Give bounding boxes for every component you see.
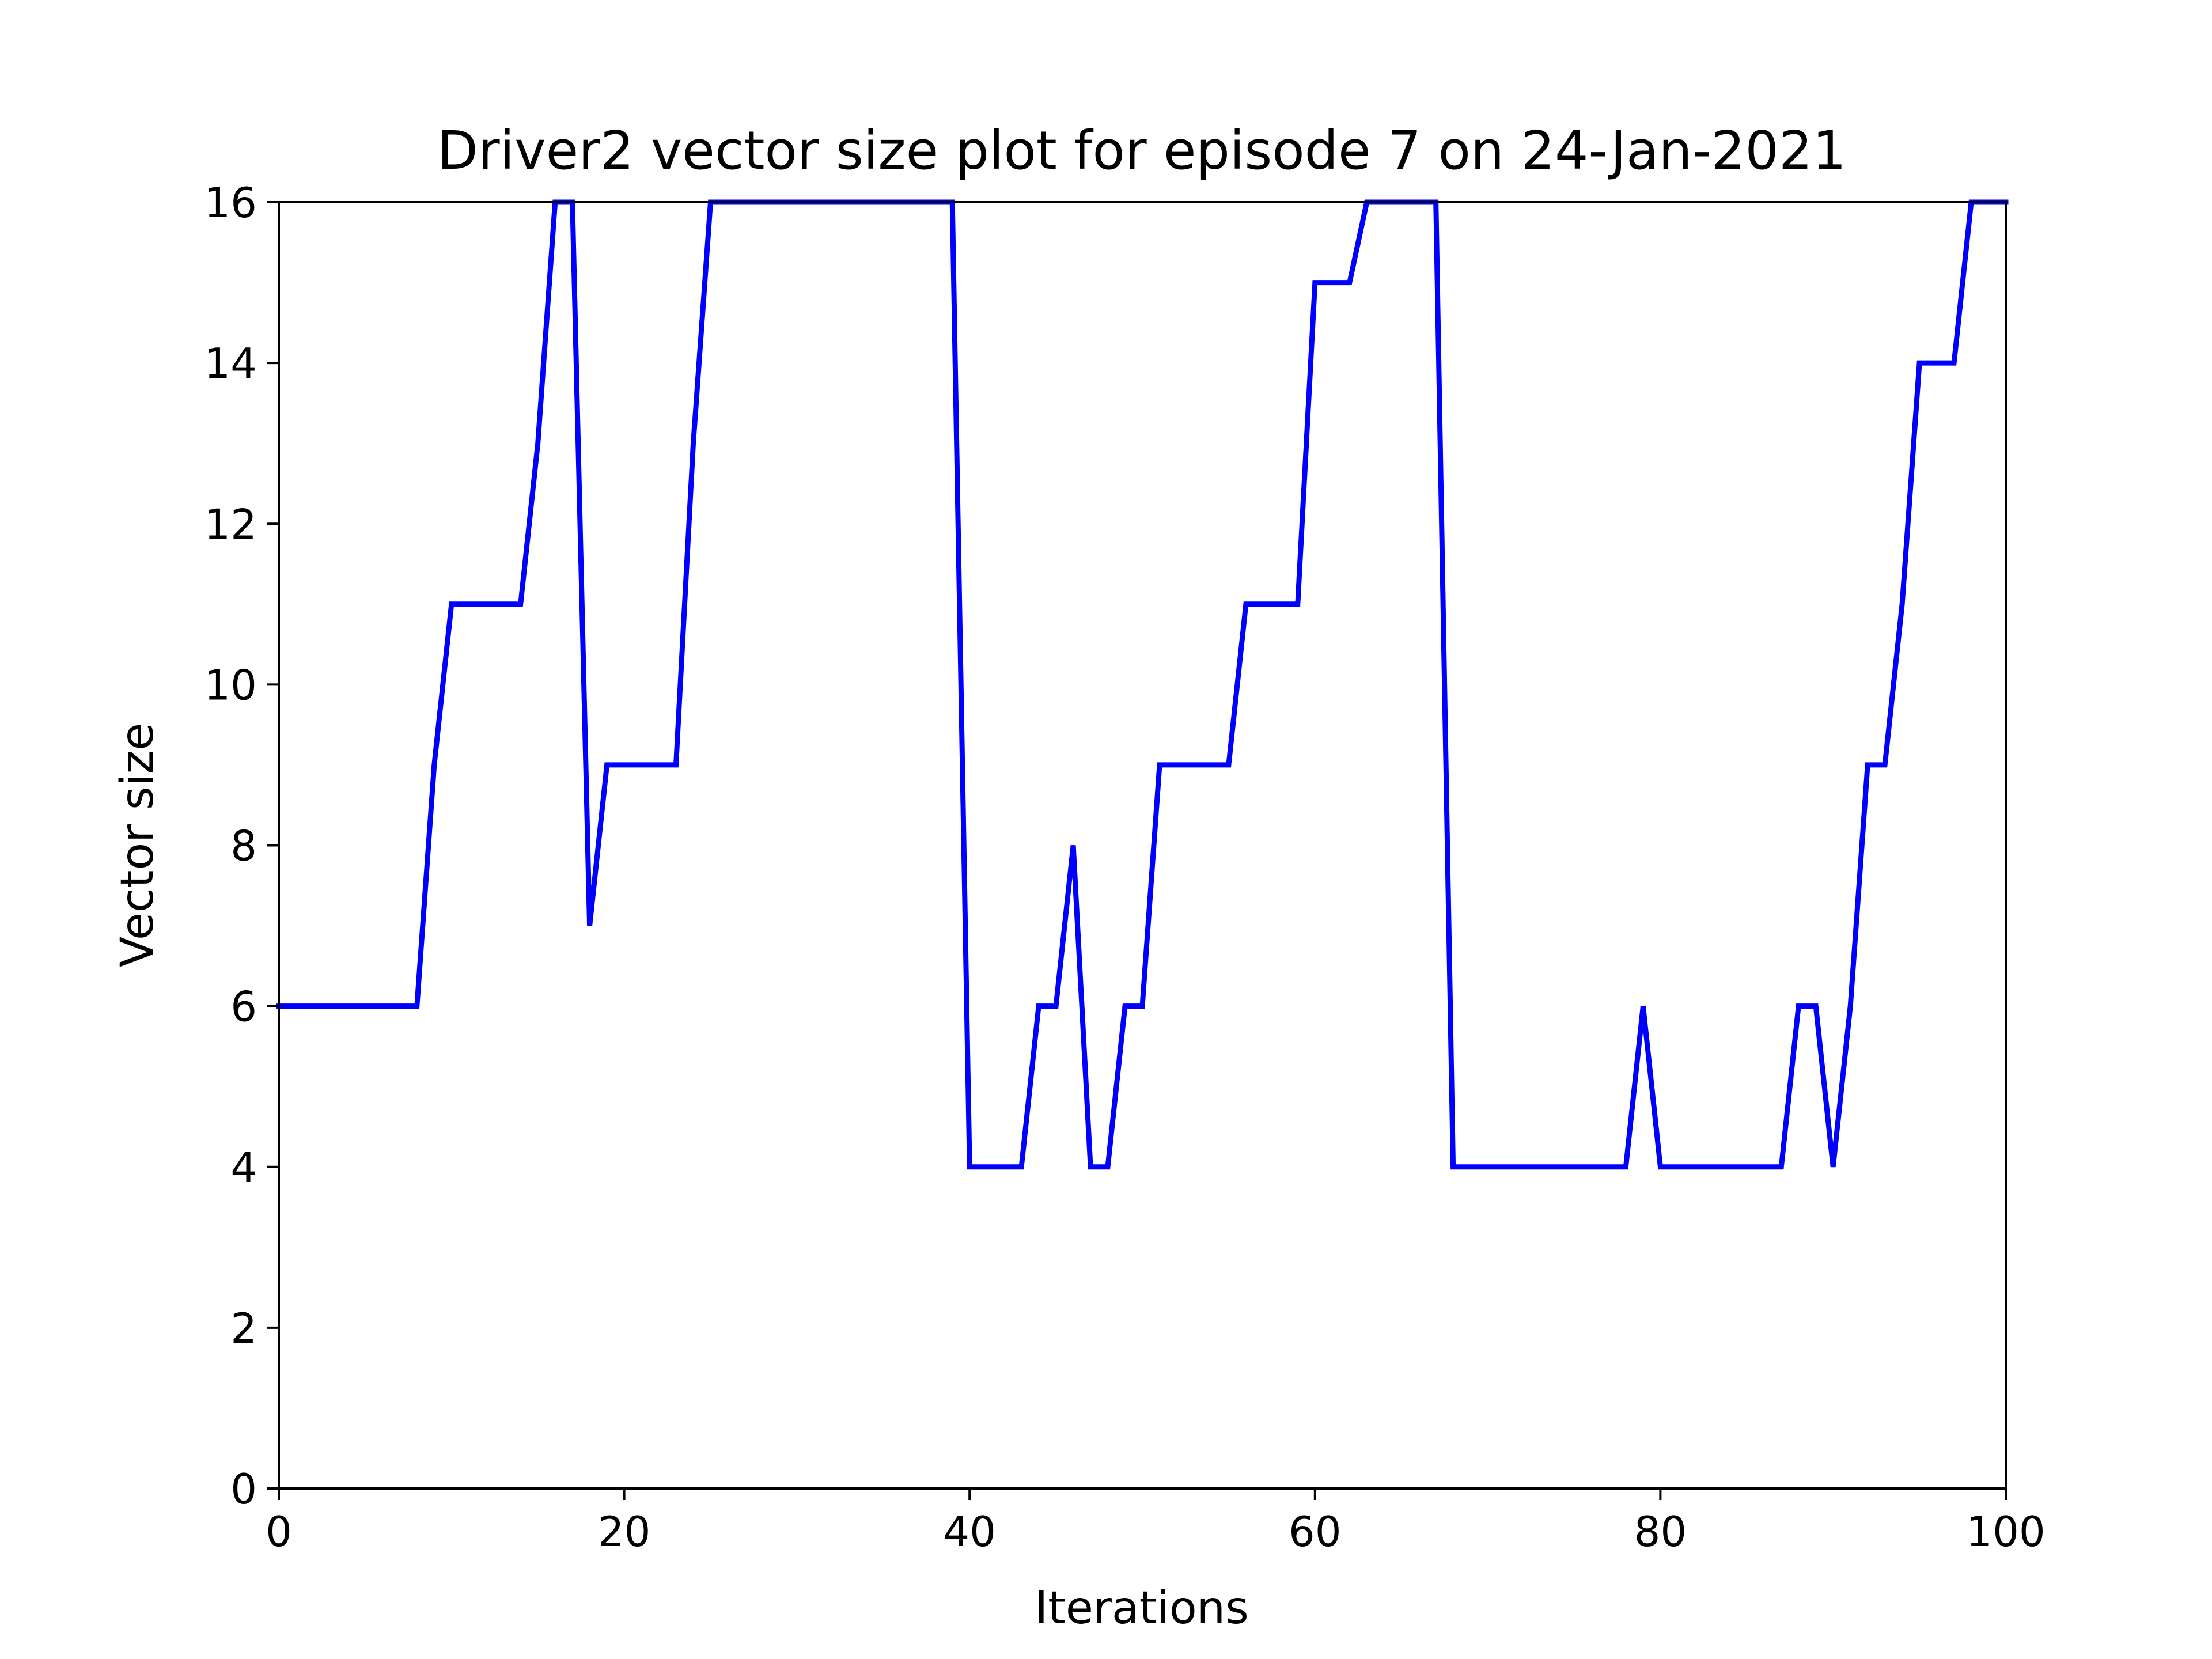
y-axis-label: Vector size <box>112 723 164 968</box>
x-tick-label: 100 <box>1966 1508 2045 1556</box>
y-tick-label: 16 <box>204 179 257 227</box>
x-tick-label: 60 <box>1289 1508 1342 1556</box>
y-tick-label: 4 <box>230 1143 257 1192</box>
y-tick-label: 10 <box>204 661 257 709</box>
chart-title: Driver2 vector size plot for episode 7 o… <box>437 120 1846 181</box>
x-tick-label: 0 <box>266 1508 292 1556</box>
y-tick-label: 6 <box>230 983 257 1031</box>
y-tick-label: 0 <box>230 1465 257 1513</box>
series-line <box>276 199 2009 1170</box>
y-tick-label: 8 <box>230 822 257 870</box>
x-tick-label: 20 <box>598 1508 651 1556</box>
y-tick-label: 12 <box>204 500 257 548</box>
x-axis-label: Iterations <box>1035 1582 1249 1634</box>
x-tick-label: 80 <box>1634 1508 1687 1556</box>
plot-area <box>276 199 2009 1490</box>
y-axis: 0 2 4 6 8 10 12 14 16 <box>204 179 279 1513</box>
x-axis: 0 20 40 60 80 100 <box>266 1488 2046 1556</box>
y-tick-label: 2 <box>230 1304 257 1353</box>
x-tick-label: 40 <box>943 1508 996 1556</box>
y-tick-label: 14 <box>204 339 257 388</box>
plot-frame <box>278 201 2007 1490</box>
